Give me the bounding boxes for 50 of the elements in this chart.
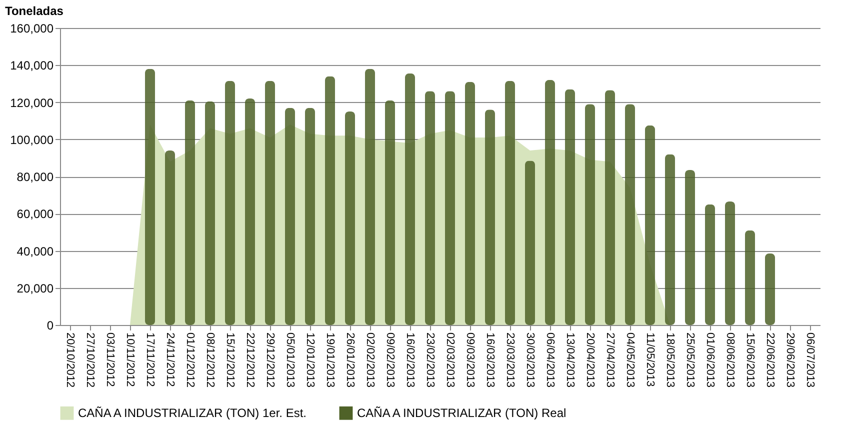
x-tick-label: 15/12/2012 <box>224 332 236 388</box>
y-axis-title: Toneladas <box>5 4 64 18</box>
x-tick-label: 25/05/2013 <box>684 332 696 388</box>
x-tick-label: 16/02/2013 <box>404 332 416 388</box>
legend-label: CAÑA A INDUSTRIALIZAR (TON) 1er. Est. <box>78 406 306 420</box>
x-tick-label: 12/01/2013 <box>304 332 316 388</box>
x-tick-label: 29/06/2013 <box>784 332 796 388</box>
x-tick-label: 18/05/2013 <box>664 332 676 388</box>
x-tick-label: 20/10/2012 <box>64 332 76 388</box>
y-tick-label: 80,000 <box>16 170 54 184</box>
y-tick-label: 60,000 <box>16 207 54 222</box>
x-tick-label: 09/03/2013 <box>464 332 476 388</box>
x-tick-label: 26/01/2013 <box>344 332 356 388</box>
x-tick-label: 23/03/2013 <box>504 332 516 388</box>
x-tick-label: 20/04/2013 <box>584 332 596 388</box>
x-tick-label: 06/04/2013 <box>544 332 556 388</box>
y-tick-label: 120,000 <box>10 96 54 110</box>
x-tick-label: 06/07/2013 <box>804 332 816 388</box>
x-tick-label: 01/06/2013 <box>704 332 716 388</box>
x-tick-label: 05/01/2013 <box>284 332 296 388</box>
x-tick-label: 02/03/2013 <box>444 332 456 388</box>
x-tick-label: 22/06/2013 <box>764 332 776 388</box>
x-tick-label: 01/12/2012 <box>184 332 196 388</box>
x-tick-label: 08/06/2013 <box>724 332 736 388</box>
x-tick-label: 15/06/2013 <box>744 332 756 388</box>
x-tick-label: 04/05/2013 <box>624 332 636 388</box>
x-tick-label: 29/12/2012 <box>264 332 276 388</box>
x-tick-label: 27/04/2013 <box>604 332 616 388</box>
y-tick-label: 160,000 <box>10 22 54 36</box>
x-tick-label: 27/10/2012 <box>84 332 96 388</box>
x-tick-label: 11/05/2013 <box>644 332 656 387</box>
y-tick-label: 40,000 <box>16 244 54 258</box>
y-tick-label: 20,000 <box>16 281 54 296</box>
y-tick-label: 100,000 <box>10 132 54 147</box>
x-tick-label: 23/02/2013 <box>424 332 436 388</box>
x-tick-label: 09/02/2013 <box>384 332 396 388</box>
legend-label: CAÑA A INDUSTRIALIZAR (TON) Real <box>357 406 566 420</box>
x-tick-label: 22/12/2012 <box>244 332 256 388</box>
x-tick-label: 10/11/2012 <box>124 332 136 387</box>
x-tick-label: 13/04/2013 <box>564 332 576 388</box>
x-tick-label: 17/11/2012 <box>144 332 156 387</box>
x-tick-label: 03/11/2012 <box>104 332 116 387</box>
y-tick-label: 0 <box>46 318 54 332</box>
y-tick-label: 140,000 <box>10 58 54 73</box>
x-tick-label: 02/02/2013 <box>364 332 376 388</box>
x-tick-label: 16/03/2013 <box>484 332 496 388</box>
x-tick-label: 08/12/2012 <box>204 332 216 388</box>
x-tick-label: 24/11/2012 <box>164 332 176 387</box>
x-tick-label: 30/03/2013 <box>524 332 536 388</box>
x-tick-label: 19/01/2013 <box>324 332 336 388</box>
